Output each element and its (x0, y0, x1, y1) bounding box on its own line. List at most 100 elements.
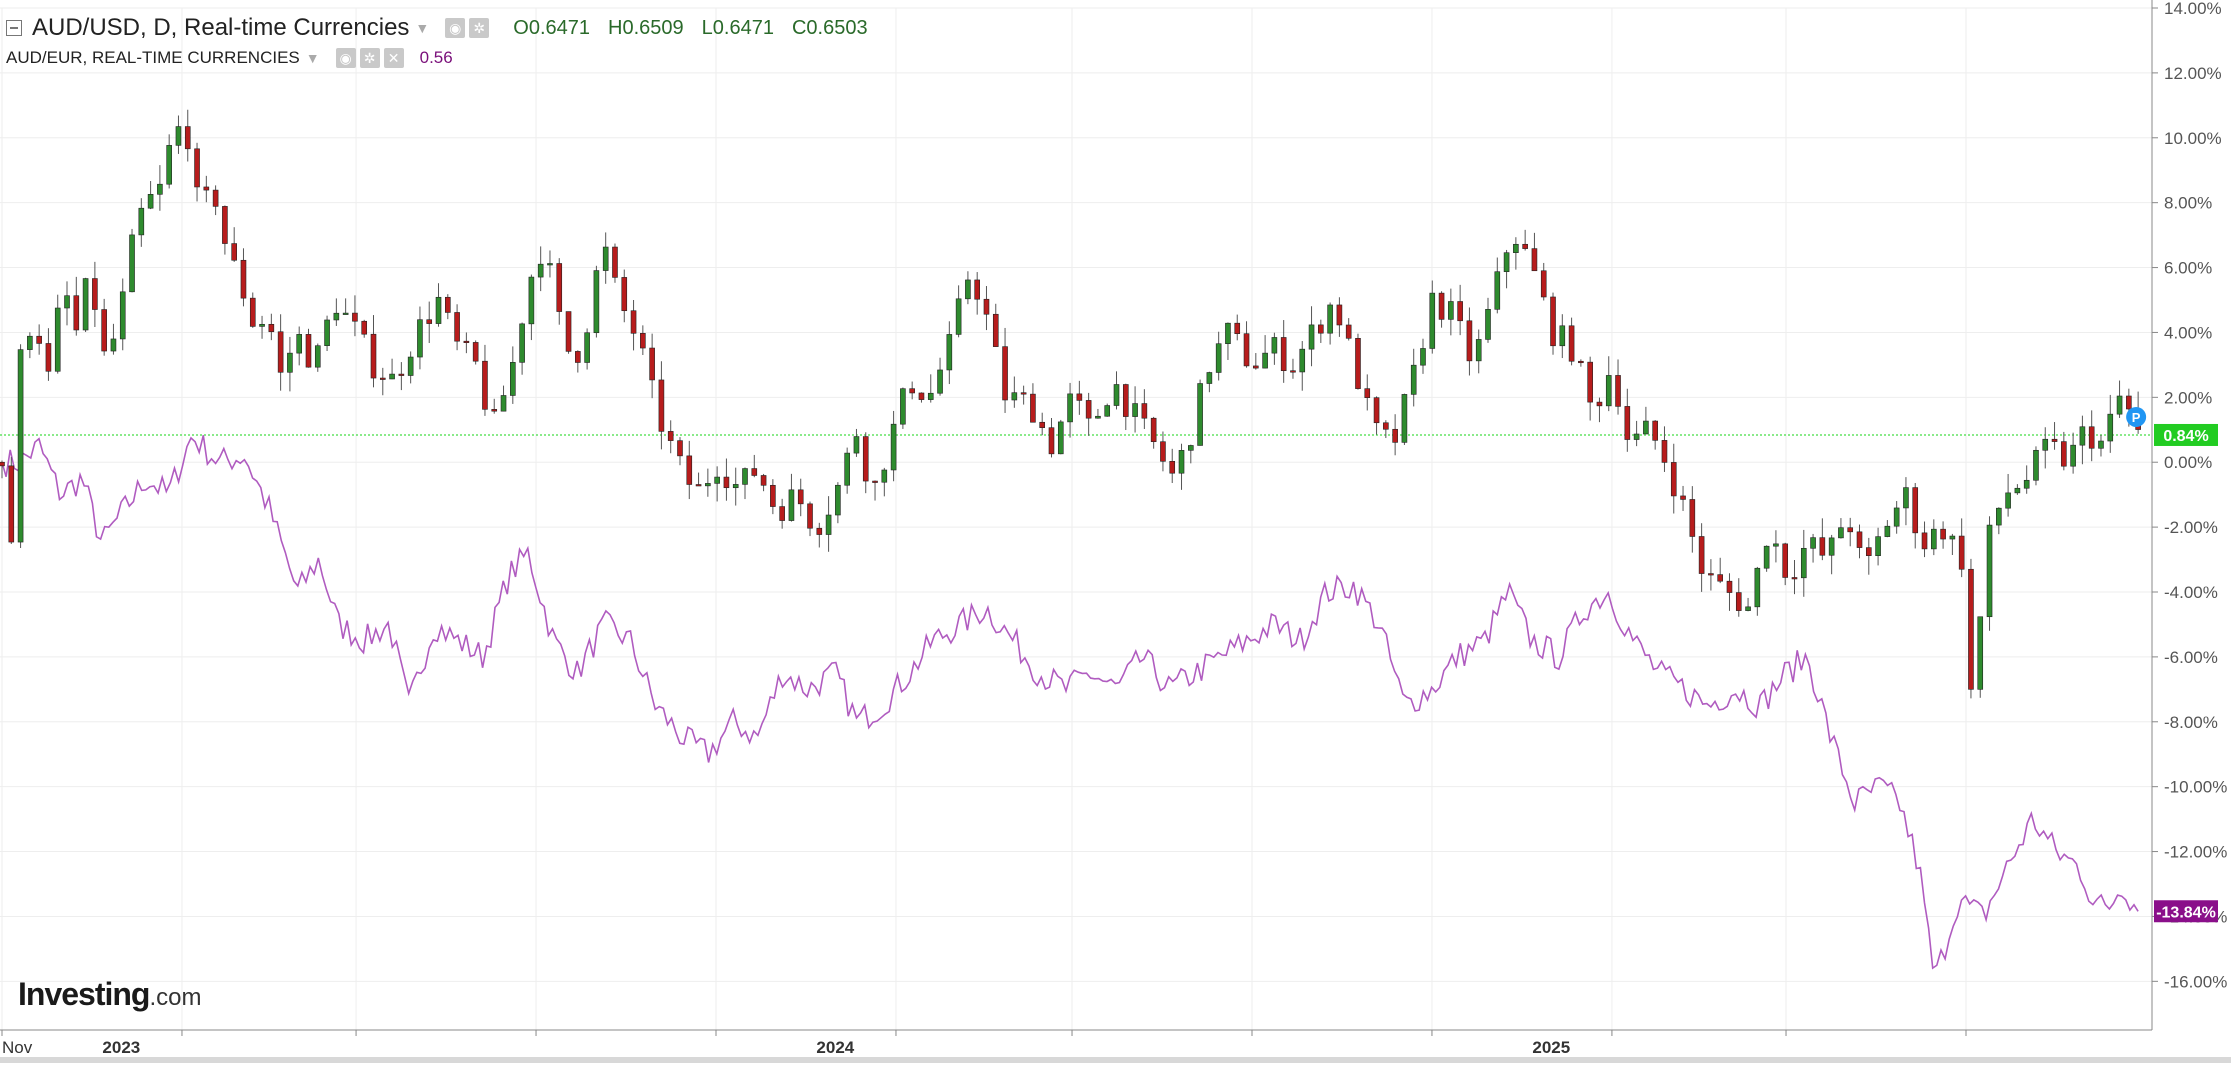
candle-body (1884, 525, 1891, 537)
candle-body (1373, 397, 1380, 424)
candle-body (45, 343, 52, 372)
chevron-down-icon[interactable]: ▼ (415, 20, 430, 36)
candle-body (1587, 361, 1593, 403)
candle-body (946, 334, 953, 371)
candle-body (1290, 370, 1296, 373)
candle-body (565, 311, 572, 352)
candle-body (807, 503, 813, 529)
candle-body (222, 206, 228, 244)
compare-series-title[interactable]: AUD/EUR, REAL-TIME CURRENCIES (6, 48, 300, 67)
compare-series-line (1, 435, 2139, 970)
candle-body (1698, 536, 1705, 574)
candle-body (1680, 495, 1686, 500)
candle-body (463, 340, 470, 343)
candle-body (445, 296, 451, 313)
candle-body (1893, 507, 1900, 527)
eye-icon[interactable]: ◉ (335, 48, 356, 68)
candle-body (1875, 536, 1881, 556)
candle-body (1670, 462, 1677, 497)
candle-body (1810, 537, 1816, 549)
candle-body (714, 476, 720, 484)
candle-body (1540, 270, 1547, 298)
candle-body (166, 145, 172, 185)
collapse-legend-icon[interactable] (6, 20, 22, 36)
candle-body (519, 323, 525, 363)
candle-body (2033, 449, 2039, 481)
candle-body (1160, 441, 1166, 462)
candle-body (1977, 616, 1984, 690)
candle-body (1819, 537, 1826, 556)
candle-body (1475, 339, 1482, 362)
candle-body (1522, 243, 1528, 249)
candle-body (1448, 301, 1454, 320)
candle-body (2116, 395, 2123, 415)
candle-body (1262, 352, 1268, 369)
candle-body (649, 347, 655, 381)
candle-body (593, 270, 600, 334)
candle-body (1280, 337, 1287, 372)
candle-body (510, 362, 516, 396)
candle-body (1429, 292, 1436, 349)
low-value: L0.6471 (701, 16, 774, 39)
candle-body (667, 431, 674, 441)
main-series-title[interactable]: AUD/USD, D, Real-time Currencies (32, 14, 410, 41)
candle-body (1838, 527, 1844, 539)
candle-body (1271, 337, 1278, 354)
candle-body (1633, 433, 1640, 440)
candle-body (2107, 413, 2114, 442)
candle-body (1076, 393, 1083, 401)
candle-body (1717, 574, 1723, 582)
candle-body (1968, 568, 1974, 690)
candle-body (1234, 322, 1241, 334)
candle-body (1773, 543, 1779, 547)
candle-body (1225, 322, 1231, 345)
candle-body (1057, 421, 1064, 455)
candle-body (1067, 393, 1073, 423)
candle-body (556, 263, 563, 312)
candle-body (82, 278, 89, 331)
candle-body (1661, 440, 1668, 463)
candle-body (955, 298, 962, 335)
compare-legend: AUD/EUR, REAL-TIME CURRENCIES ▼ ◉ ✲ ✕ 0.… (6, 48, 453, 68)
candle-body (1921, 532, 1928, 550)
compare-series-value: 0.56 (419, 48, 453, 67)
candle-body (862, 436, 869, 482)
last-value-badge-compare-bg (2154, 900, 2218, 923)
candle-body (1763, 545, 1770, 569)
candle-body (454, 312, 460, 342)
candle-body (240, 259, 247, 299)
candle-body (36, 335, 42, 344)
candle-body (909, 388, 915, 394)
candle-body (816, 527, 823, 535)
candle-body (779, 506, 785, 521)
candle-body (2098, 440, 2104, 449)
candle-body (1754, 567, 1761, 608)
candle-body (2051, 438, 2058, 442)
gear-icon[interactable]: ✲ (469, 18, 490, 38)
chevron-down-icon[interactable]: ▼ (305, 50, 320, 66)
gear-icon[interactable]: ✲ (359, 48, 380, 68)
x-tick-label: 2023 (102, 1038, 140, 1057)
y-tick-label: -12.00% (2164, 843, 2227, 862)
candle-body (937, 369, 943, 394)
x-tick-label: Nov (2, 1038, 33, 1057)
candle-body (1624, 406, 1631, 440)
candle-body (992, 313, 999, 347)
close-icon[interactable]: ✕ (383, 48, 404, 68)
candle-body (575, 351, 581, 363)
candle-body (1708, 573, 1714, 576)
y-tick-label: 0.00% (2164, 453, 2212, 472)
candle-body (742, 468, 748, 485)
candle-body (1513, 243, 1519, 253)
candle-body (1085, 400, 1092, 419)
candle-body (1002, 346, 1008, 401)
candle-body (890, 423, 897, 471)
eye-icon[interactable]: ◉ (445, 18, 466, 38)
candle-body (64, 295, 70, 309)
candle-body (194, 148, 200, 188)
open-value: O0.6471 (513, 16, 591, 39)
candle-body (119, 291, 126, 340)
candle-body (1856, 531, 1863, 548)
